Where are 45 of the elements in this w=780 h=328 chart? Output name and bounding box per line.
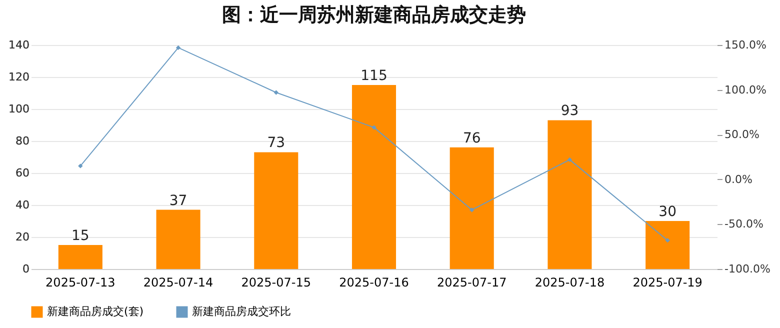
data-label: 30	[658, 204, 676, 220]
bar	[548, 120, 592, 269]
y-tick-label: 20	[16, 230, 30, 244]
bar	[352, 85, 396, 269]
x-tick-label: 2025-07-14	[143, 276, 214, 290]
y2-tick-label: 50.0%	[724, 128, 760, 142]
bar	[58, 245, 102, 269]
y-tick-label: 80	[16, 134, 30, 148]
point	[176, 45, 181, 50]
y-tick-label: 0	[22, 262, 30, 276]
legend-label: 新建商品房成交(套)	[47, 305, 144, 318]
bar	[254, 152, 298, 269]
bar	[156, 210, 200, 269]
data-label: 115	[360, 68, 388, 84]
x-tick-label: 2025-07-13	[46, 276, 116, 290]
x-tick-label: 2025-07-18	[534, 276, 605, 290]
y2-tick-label: -50.0%	[724, 218, 764, 231]
data-label: 93	[560, 103, 579, 120]
point	[274, 90, 278, 95]
y-tick-label: 60	[16, 166, 30, 180]
y-tick-label: 120	[8, 70, 30, 84]
y2-tick-label: 150.0%	[724, 38, 766, 52]
chart-title: 图：近一周苏州新建商品房成交走势	[222, 4, 526, 26]
y2-tick-label: -100.0%	[724, 262, 770, 276]
data-label: 15	[72, 228, 90, 244]
point	[78, 164, 83, 168]
x-tick-label: 2025-07-17	[436, 276, 507, 290]
point	[665, 238, 670, 243]
bar	[450, 147, 494, 269]
point	[470, 208, 474, 212]
x-tick-label: 2025-07-19	[632, 276, 702, 290]
data-label: 37	[169, 192, 188, 209]
y-tick-label: 40	[16, 198, 30, 212]
y-tick-label: 140	[8, 38, 30, 52]
point	[372, 125, 376, 130]
point	[567, 157, 572, 162]
y2-tick-label: 0.0%	[724, 172, 752, 186]
y2-tick-label: 100.0%	[724, 83, 766, 96]
data-label: 76	[462, 130, 481, 146]
legend-label: 新建商品房成交环比	[192, 305, 291, 318]
data-label: 73	[267, 135, 286, 152]
y-tick-label: 100	[8, 102, 30, 116]
x-tick-label: 2025-07-16	[339, 276, 409, 290]
bar	[646, 221, 690, 269]
x-tick-label: 2025-07-15	[241, 276, 312, 290]
